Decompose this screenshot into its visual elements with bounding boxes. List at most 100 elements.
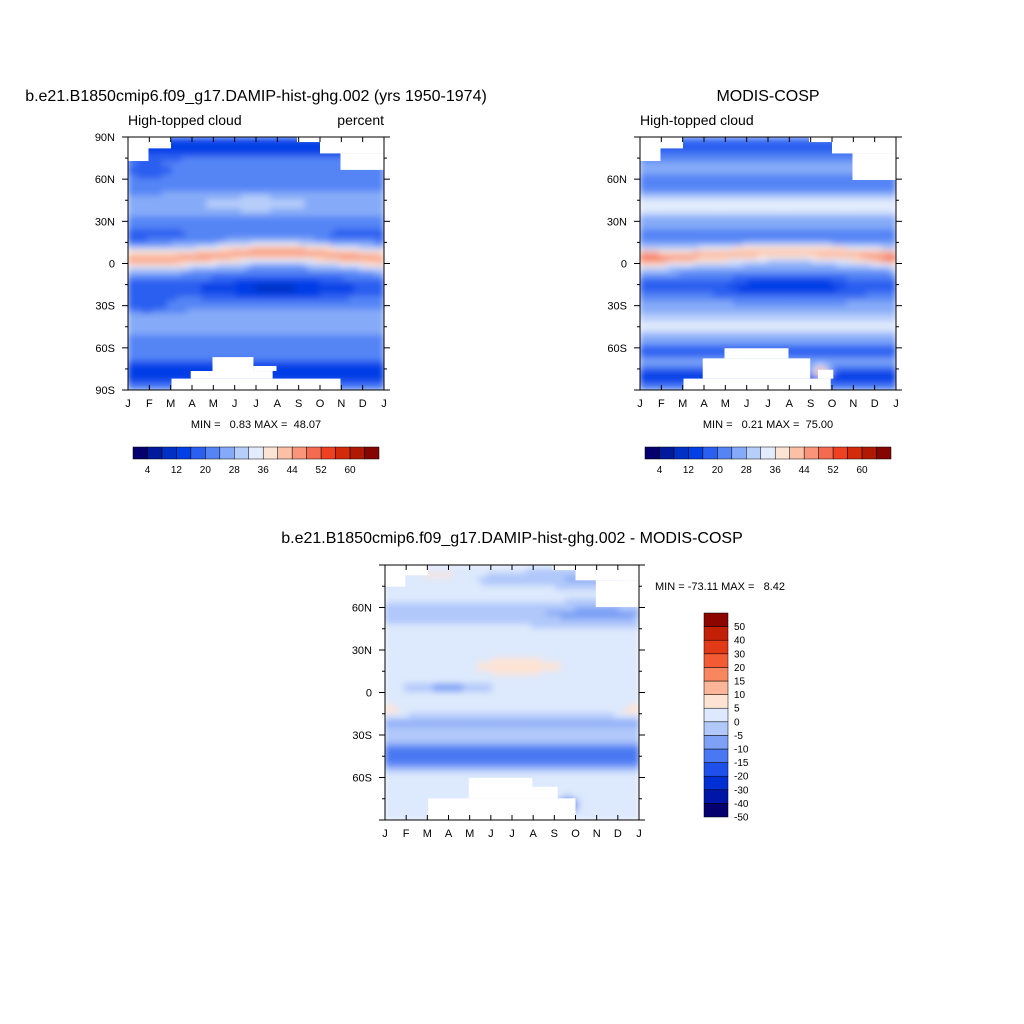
field-cell xyxy=(796,258,804,265)
field-cell xyxy=(132,250,139,256)
field-cell xyxy=(152,203,159,210)
field-cell xyxy=(235,262,242,269)
field-cell xyxy=(762,137,769,142)
field-cell xyxy=(344,212,351,218)
field-cell xyxy=(841,212,848,218)
field-cell xyxy=(309,199,316,206)
field-cell xyxy=(181,267,188,273)
field-cell xyxy=(737,233,744,239)
field-cell xyxy=(644,187,651,193)
field-cell xyxy=(250,305,257,311)
field-cell xyxy=(762,229,769,235)
field-cell xyxy=(698,178,705,184)
field-cell xyxy=(348,212,356,218)
field-cell xyxy=(673,174,680,180)
field-cell xyxy=(865,199,872,206)
field-cell xyxy=(767,195,774,201)
field-cell xyxy=(846,229,853,235)
field-cell xyxy=(147,326,154,332)
field-cell xyxy=(245,203,252,210)
field-cell xyxy=(762,191,769,197)
field-cell xyxy=(348,351,356,357)
field-cell xyxy=(161,351,168,357)
field-cell xyxy=(668,229,676,235)
colorbar-swatch xyxy=(262,446,278,460)
field-cell xyxy=(216,144,223,151)
field-cell xyxy=(196,153,203,159)
field-cell xyxy=(181,283,188,290)
field-cell xyxy=(668,165,676,172)
field-cell xyxy=(147,216,154,222)
field-cell xyxy=(275,216,282,222)
field-cell xyxy=(796,224,804,231)
field-cell xyxy=(176,262,183,269)
field-cell xyxy=(732,275,740,281)
field-cell xyxy=(152,359,159,366)
field-cell xyxy=(235,174,242,180)
field-cell xyxy=(821,229,828,235)
field-cell xyxy=(225,149,232,155)
field-cell xyxy=(250,137,257,142)
field-cell xyxy=(851,250,858,256)
field-cell xyxy=(201,334,208,340)
field-cell xyxy=(865,220,872,227)
field-cell xyxy=(363,347,370,353)
field-cell xyxy=(201,250,208,256)
field-cell xyxy=(250,212,257,218)
field-cell xyxy=(186,305,193,311)
field-cell xyxy=(688,237,695,244)
field-cell xyxy=(156,246,164,252)
field-cell xyxy=(363,326,370,332)
field-cell xyxy=(762,195,769,201)
field-cell xyxy=(304,305,311,311)
field-cell xyxy=(368,187,375,193)
field-cell xyxy=(201,317,208,324)
field-cell xyxy=(363,292,370,298)
colorbar-swatch xyxy=(219,446,235,460)
field-cell xyxy=(235,144,242,151)
field-cell xyxy=(728,149,735,155)
field-cell xyxy=(255,359,262,366)
field-cell xyxy=(161,330,168,336)
field-cell xyxy=(841,157,848,163)
field-cell xyxy=(225,351,232,357)
field-cell xyxy=(128,246,134,252)
field-cell xyxy=(176,237,183,244)
field-cell xyxy=(728,137,735,142)
field-cell xyxy=(152,241,159,248)
field-cell xyxy=(142,338,149,345)
x-tick-label: D xyxy=(359,398,367,410)
field-cell xyxy=(255,258,262,265)
field-cell xyxy=(344,283,351,290)
field-cell xyxy=(353,170,360,176)
field-cell xyxy=(289,161,296,168)
colorbar-label: 36 xyxy=(258,465,270,476)
field-cell xyxy=(329,165,336,172)
field-cell xyxy=(777,137,784,142)
field-cell xyxy=(220,161,228,168)
field-cell xyxy=(280,288,287,294)
field-cell xyxy=(206,237,213,244)
field-cell xyxy=(782,182,789,189)
field-cell xyxy=(728,212,735,218)
field-cell xyxy=(132,224,139,231)
field-cell xyxy=(284,137,292,142)
field-cell xyxy=(713,140,720,147)
field-cell xyxy=(230,313,237,319)
field-cell xyxy=(654,199,661,206)
field-cell xyxy=(723,246,730,252)
field-cell xyxy=(181,195,188,201)
field-cell xyxy=(640,178,646,184)
field-cell xyxy=(698,208,705,214)
field-cell xyxy=(142,368,149,374)
field-cell xyxy=(698,174,705,180)
field-cell xyxy=(225,343,232,349)
field-cell xyxy=(358,330,365,336)
field-cell xyxy=(373,347,380,353)
field-cell xyxy=(792,241,799,248)
field-cell xyxy=(363,313,370,319)
field-cell xyxy=(348,250,356,256)
panel-obs-subtitle-left: High-topped cloud xyxy=(640,112,754,128)
field-cell xyxy=(235,187,242,193)
field-cell xyxy=(703,174,710,180)
